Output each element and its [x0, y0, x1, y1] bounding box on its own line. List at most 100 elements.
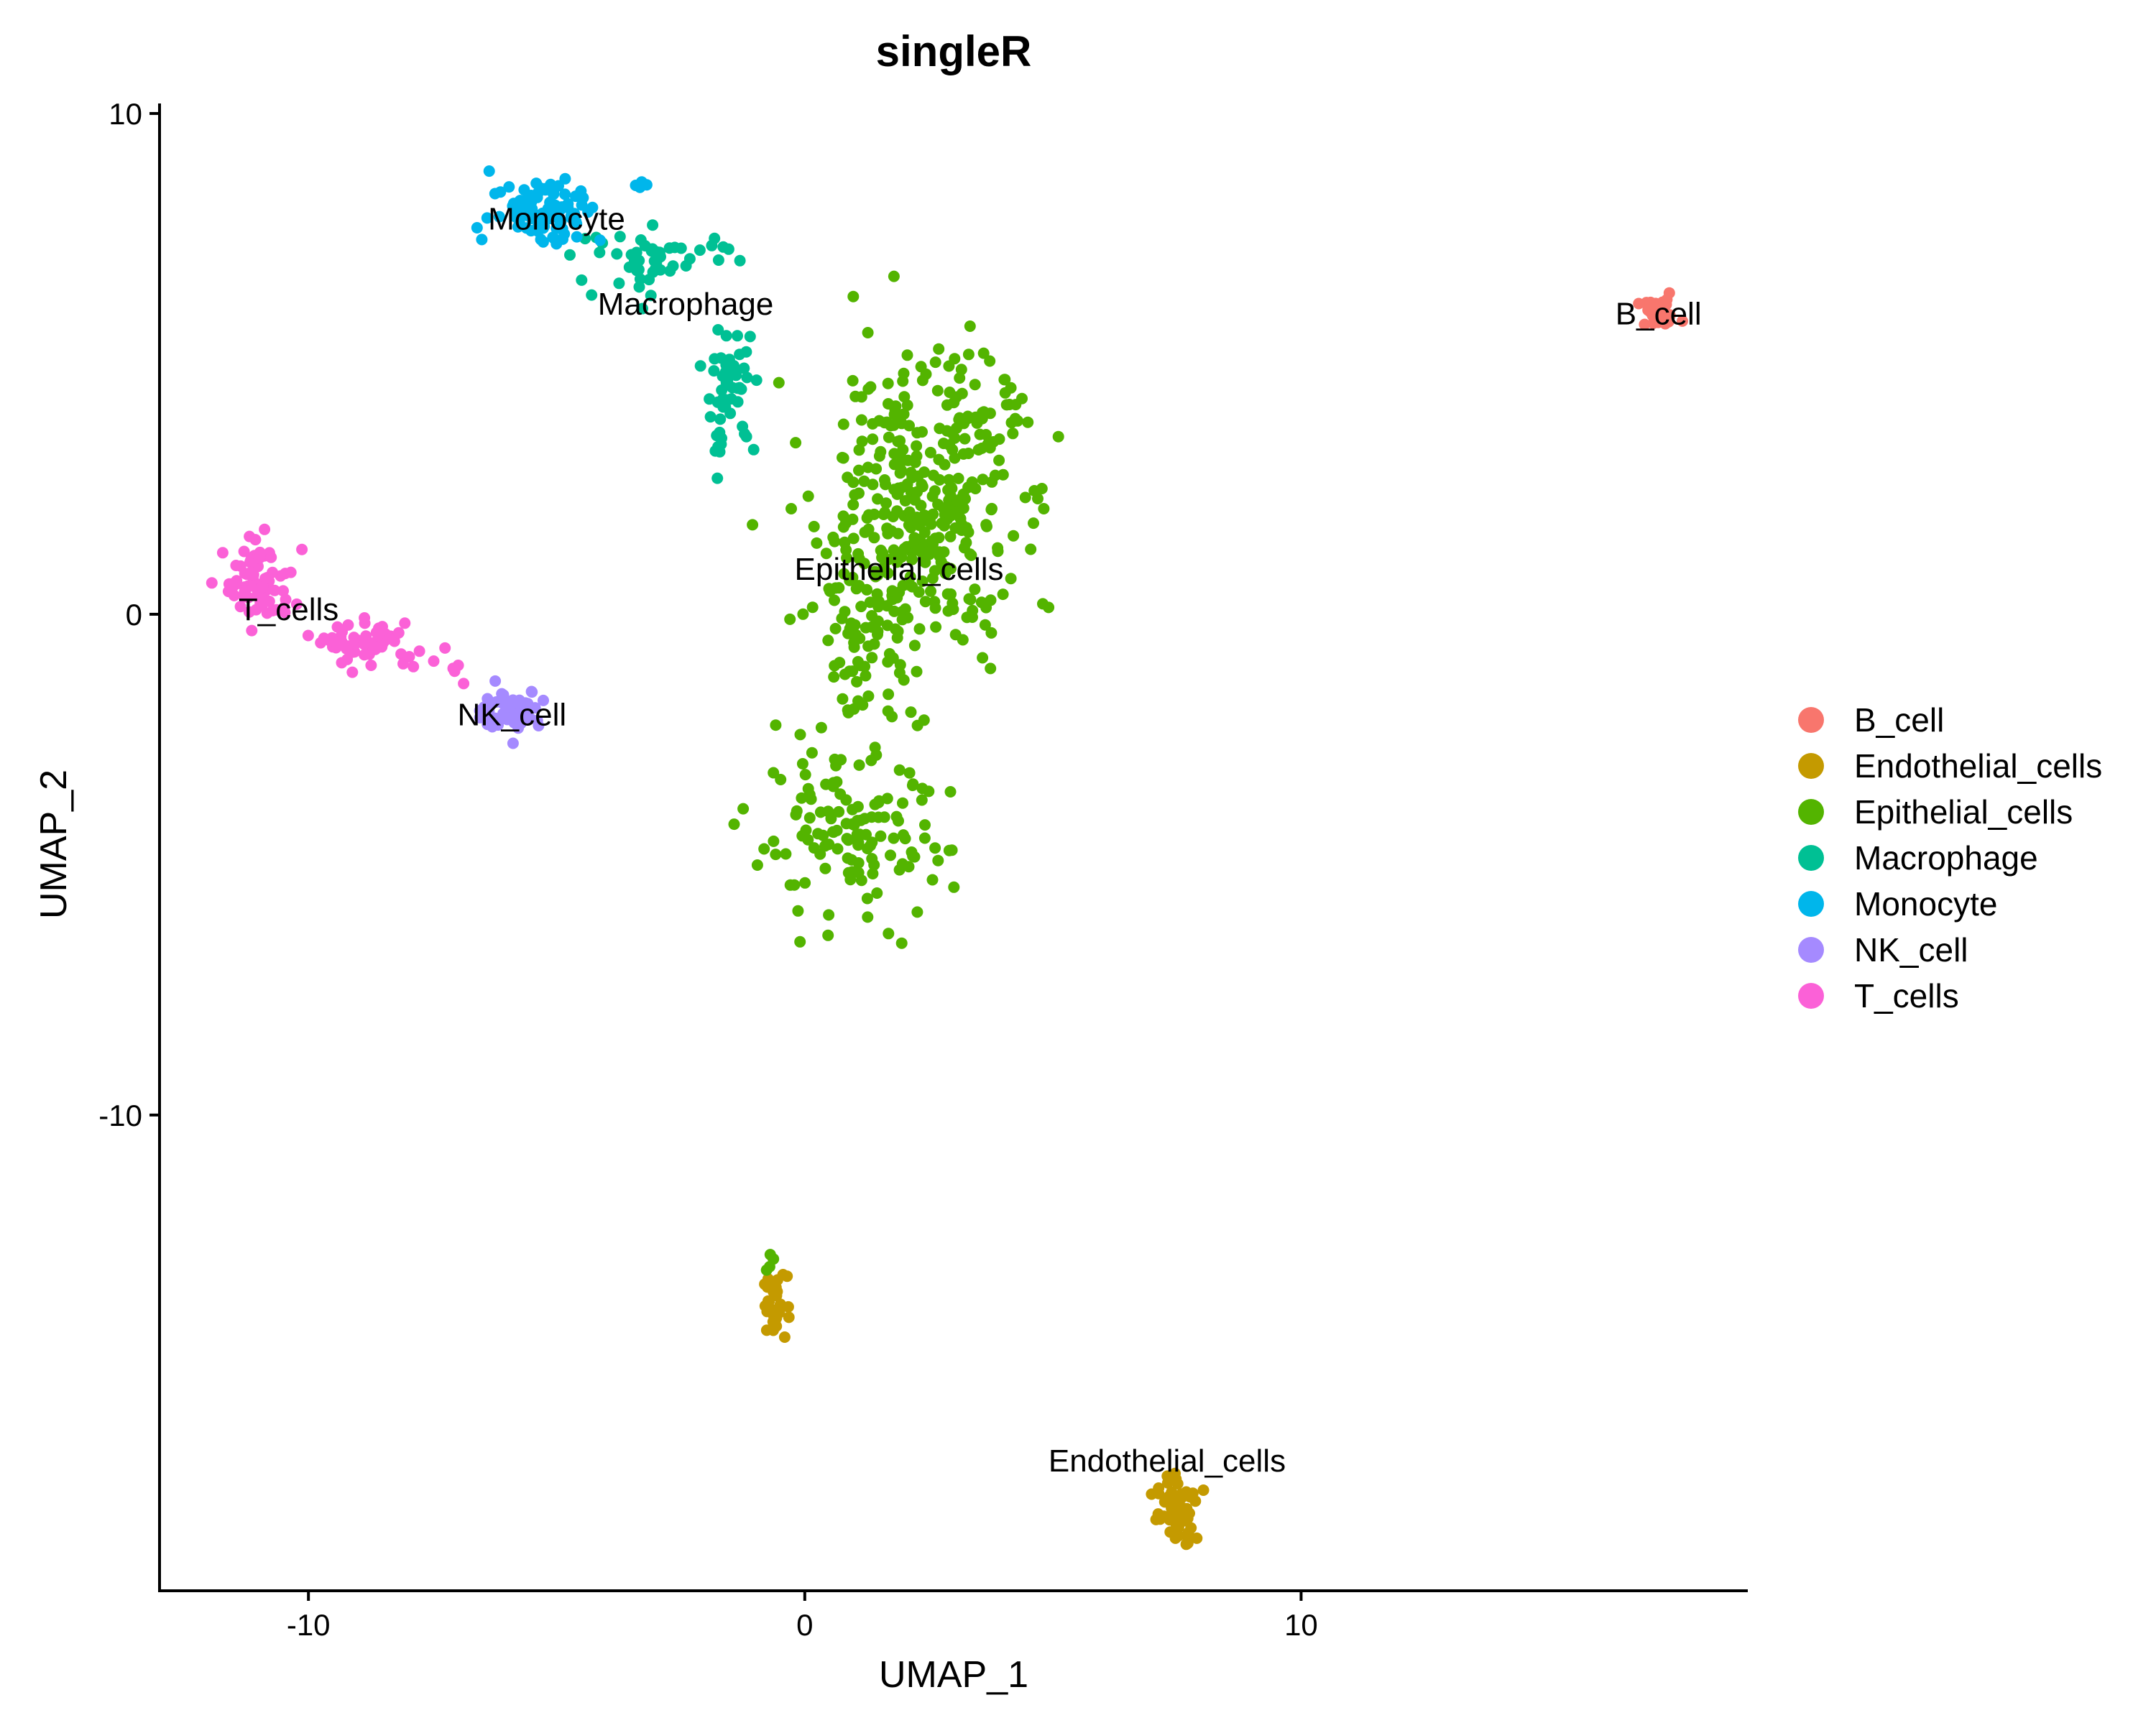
point-epithelial-cells	[862, 461, 874, 473]
point-endothelial-cells	[760, 1324, 773, 1336]
point-epithelial-cells	[946, 597, 959, 609]
point-monocyte	[507, 198, 520, 210]
point-monocyte	[571, 231, 583, 243]
point-epithelial-cells	[977, 347, 990, 359]
point-epithelial-cells	[861, 512, 873, 524]
point-endothelial-cells	[770, 1312, 783, 1324]
point-epithelial-cells	[890, 810, 903, 823]
point-endothelial-cells	[783, 1311, 795, 1323]
point-monocyte	[510, 211, 522, 223]
point-epithelial-cells	[993, 454, 1005, 466]
point-nk-cell	[511, 697, 523, 709]
point-epithelial-cells	[922, 546, 934, 558]
point-epithelial-cells	[942, 484, 954, 496]
point-endothelial-cells	[1191, 1532, 1203, 1544]
point-epithelial-cells	[948, 881, 960, 893]
point-epithelial-cells	[827, 777, 839, 789]
point-macrophage	[709, 353, 721, 365]
point-t-cells	[246, 624, 258, 637]
point-epithelial-cells	[758, 843, 770, 855]
legend-label: Macrophage	[1854, 839, 2038, 877]
point-macrophage	[747, 443, 760, 456]
point-epithelial-cells	[972, 444, 985, 456]
point-t-cells	[342, 619, 354, 631]
point-macrophage	[623, 261, 635, 273]
point-macrophage	[704, 393, 716, 405]
point-epithelial-cells	[906, 846, 918, 858]
point-epithelial-cells	[861, 583, 873, 596]
point-epithelial-cells	[980, 429, 992, 440]
point-epithelial-cells	[918, 714, 930, 726]
point-epithelial-cells	[852, 695, 864, 707]
point-epithelial-cells	[894, 435, 906, 447]
point-epithelial-cells	[862, 911, 874, 923]
point-epithelial-cells	[842, 852, 854, 864]
point-epithelial-cells	[987, 436, 1000, 448]
point-t-cells	[428, 655, 440, 667]
point-epithelial-cells	[847, 499, 860, 511]
point-epithelial-cells	[829, 582, 842, 594]
point-nk-cell	[524, 713, 536, 724]
point-epithelial-cells	[871, 887, 883, 899]
point-epithelial-cells	[944, 563, 957, 575]
point-epithelial-cells	[881, 522, 893, 535]
point-epithelial-cells	[867, 433, 879, 445]
point-epithelial-cells	[751, 859, 763, 871]
point-epithelial-cells	[853, 464, 865, 476]
point-epithelial-cells	[827, 826, 839, 838]
point-t-cells	[296, 543, 308, 555]
point-epithelial-cells	[891, 632, 903, 644]
point-macrophage	[750, 374, 763, 387]
point-t-cells	[277, 585, 289, 597]
point-epithelial-cells	[822, 634, 834, 647]
point-endothelial-cells	[759, 1278, 771, 1290]
point-epithelial-cells	[881, 793, 893, 805]
point-epithelial-cells	[844, 874, 857, 886]
point-epithelial-cells	[854, 660, 867, 672]
point-epithelial-cells	[859, 813, 871, 825]
point-epithelial-cells	[934, 473, 946, 486]
point-epithelial-cells	[866, 853, 878, 865]
point-epithelial-cells	[847, 532, 860, 545]
point-t-cells	[242, 591, 254, 604]
point-epithelial-cells	[870, 595, 883, 607]
point-t-cells	[257, 581, 269, 593]
point-t-cells	[216, 547, 229, 559]
point-epithelial-cells	[944, 530, 957, 542]
point-epithelial-cells	[812, 828, 824, 840]
point-epithelial-cells	[893, 764, 906, 776]
point-nk-cell	[482, 719, 494, 731]
x-axis-label: UMAP_1	[879, 1654, 1028, 1696]
point-epithelial-cells	[847, 290, 860, 302]
point-epithelial-cells	[985, 594, 997, 606]
point-epithelial-cells	[790, 808, 802, 821]
point-epithelial-cells	[849, 489, 861, 501]
axes-layer: -10 0 10 -10 0 10	[98, 97, 1748, 1642]
point-epithelial-cells	[822, 929, 834, 941]
point-epithelial-cells	[847, 476, 860, 489]
point-epithelial-cells	[854, 632, 866, 644]
y-tick-label: -10	[98, 1099, 142, 1132]
point-epithelial-cells	[892, 487, 904, 499]
point-epithelial-cells	[899, 833, 911, 845]
point-epithelial-cells	[868, 532, 880, 544]
point-epithelial-cells	[862, 843, 873, 854]
point-epithelial-cells	[852, 800, 864, 813]
point-macrophage	[732, 330, 743, 342]
point-epithelial-cells	[1012, 415, 1023, 427]
point-monocyte	[576, 199, 588, 211]
cluster-label: Epithelial_cells	[795, 552, 1004, 587]
point-b-cell	[1639, 318, 1651, 331]
point-macrophage	[648, 255, 660, 267]
x-tick-label: 10	[1284, 1608, 1318, 1642]
point-epithelial-cells	[806, 747, 818, 759]
point-epithelial-cells	[1005, 382, 1017, 394]
point-epithelial-cells	[892, 527, 904, 540]
point-t-cells	[374, 628, 385, 640]
point-epithelial-cells	[936, 517, 948, 530]
point-macrophage	[654, 264, 666, 276]
point-epithelial-cells	[852, 839, 865, 851]
point-t-cells	[392, 627, 405, 639]
point-epithelial-cells	[954, 512, 967, 525]
point-epithelial-cells	[932, 854, 944, 867]
